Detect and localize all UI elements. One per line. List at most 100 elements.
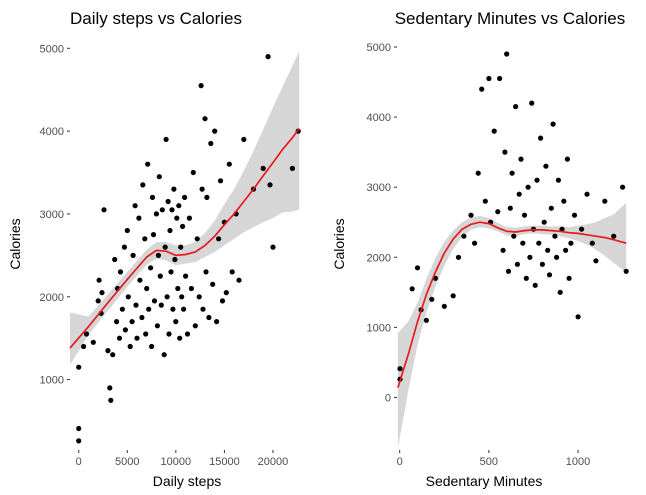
data-point (502, 149, 508, 155)
data-point (270, 244, 276, 250)
data-point (175, 285, 181, 292)
data-point (505, 268, 512, 274)
data-point (479, 86, 485, 92)
data-point (571, 212, 578, 218)
data-point (267, 182, 273, 188)
data-point (134, 335, 140, 341)
y-tick-label: 4000 (40, 126, 64, 138)
data-point (509, 170, 515, 176)
data-point (194, 236, 200, 242)
data-point (514, 261, 521, 267)
data-point (536, 240, 542, 246)
data-point (289, 165, 295, 171)
data-point (169, 207, 175, 213)
data-point (521, 212, 528, 218)
y-axis-label-steps: Calories (7, 218, 23, 269)
data-point (157, 273, 163, 279)
data-point (139, 314, 145, 321)
data-point (159, 207, 165, 213)
data-point (114, 319, 120, 325)
data-point (409, 286, 415, 292)
x-tick-label: 10000 (161, 456, 192, 468)
y-tick-label: 5000 (367, 42, 391, 54)
confidence-band (70, 51, 300, 365)
data-point (96, 277, 102, 283)
data-point (83, 331, 90, 337)
data-point (142, 236, 148, 242)
data-point (516, 191, 522, 197)
data-point (121, 244, 127, 250)
data-point (174, 215, 180, 221)
data-point (548, 205, 554, 211)
data-point (132, 203, 138, 209)
data-point (568, 240, 574, 246)
data-point (545, 247, 551, 253)
confidence-band (397, 202, 627, 448)
data-point (149, 343, 155, 350)
data-point (500, 247, 506, 253)
data-point (265, 54, 271, 60)
data-point (107, 385, 113, 391)
data-point (199, 186, 205, 192)
data-point (151, 298, 158, 304)
data-point (482, 198, 488, 204)
x-tick-label: 0 (397, 456, 403, 468)
data-point (552, 233, 558, 239)
data-point (76, 425, 82, 432)
data-point (133, 302, 139, 308)
data-point (511, 233, 517, 239)
y-tick-label: 4000 (367, 112, 391, 124)
x-axis-label-steps: Daily steps (153, 473, 221, 489)
data-point (76, 364, 82, 370)
data-point (223, 290, 229, 296)
data-point (260, 165, 266, 171)
data-point (497, 75, 503, 82)
data-point (101, 207, 107, 213)
data-point (550, 121, 556, 127)
data-point (584, 191, 590, 197)
data-point (217, 178, 224, 184)
x-axis-label-sedentary: Sedentary Minutes (426, 473, 543, 489)
data-point (525, 184, 531, 190)
data-point (546, 272, 553, 278)
trend-line (397, 221, 627, 388)
data-point (129, 319, 135, 325)
data-point (81, 343, 87, 350)
data-point (166, 331, 172, 337)
data-point (541, 219, 547, 225)
data-point (518, 156, 524, 162)
y-tick-label: 3000 (367, 182, 391, 194)
data-point (611, 233, 617, 239)
data-point (486, 75, 492, 82)
data-point (423, 317, 429, 323)
data-point (529, 100, 535, 106)
data-point (236, 277, 242, 283)
data-point (127, 343, 133, 350)
data-point (172, 256, 178, 263)
data-point (620, 184, 626, 190)
data-point (171, 186, 177, 192)
data-point (557, 289, 563, 295)
y-tick-label: 1000 (40, 375, 64, 387)
data-point (441, 303, 447, 309)
data-point (206, 314, 212, 321)
data-point (156, 174, 162, 180)
data-point (99, 290, 105, 296)
data-point (90, 339, 96, 345)
data-point (176, 203, 182, 209)
data-point (154, 323, 160, 329)
data-point (513, 104, 519, 110)
data-point (150, 232, 157, 238)
data-point (468, 212, 474, 218)
data-point (155, 252, 161, 258)
data-point (148, 265, 154, 271)
data-point (397, 366, 403, 372)
data-point (554, 254, 560, 260)
y-tick-label: 2000 (40, 292, 64, 304)
data-point (190, 169, 196, 176)
data-point (136, 215, 142, 221)
data-point (184, 331, 191, 337)
data-point (202, 116, 208, 122)
data-point (146, 306, 152, 312)
